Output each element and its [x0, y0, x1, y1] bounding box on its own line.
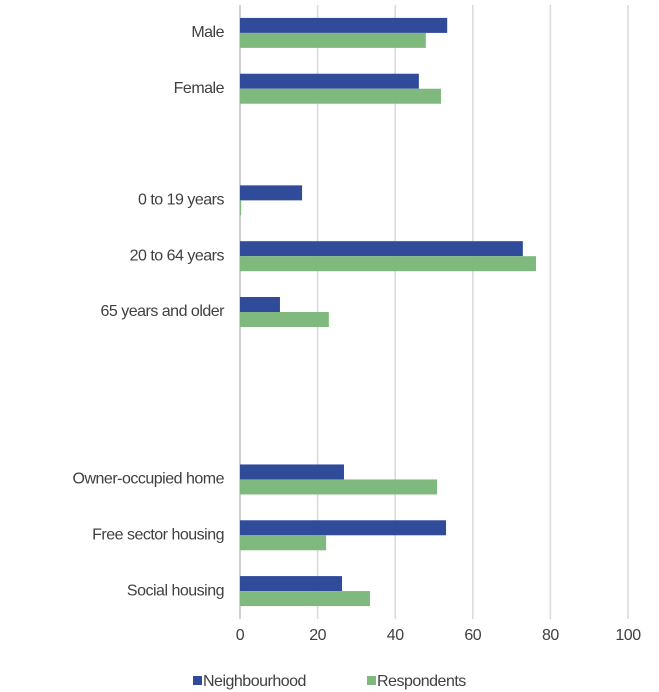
bar	[240, 241, 523, 257]
x-tick-label: 80	[542, 627, 559, 644]
bar	[240, 479, 438, 495]
x-tick-label: 60	[464, 627, 481, 644]
y-tick-label: Male	[191, 24, 224, 41]
legend-label: Neighbourhood	[203, 673, 306, 690]
bar	[240, 591, 370, 607]
x-tick-label: 100	[615, 627, 641, 644]
y-tick-label: 20 to 64 years	[130, 247, 225, 264]
bar	[240, 88, 441, 104]
y-tick-label: Female	[174, 80, 225, 97]
bar	[240, 17, 448, 33]
legend-swatch	[367, 676, 376, 685]
bar	[240, 32, 426, 48]
bar	[240, 312, 329, 327]
x-tick-label: 20	[309, 627, 326, 644]
bar	[240, 576, 343, 592]
bar	[240, 256, 537, 272]
y-tick-label: 65 years and older	[100, 303, 225, 320]
y-tick-label: Social housing	[127, 582, 224, 599]
legend-label: Respondents	[377, 673, 466, 690]
bar	[240, 297, 280, 312]
x-tick-label: 40	[387, 627, 404, 644]
bar	[240, 73, 419, 89]
y-tick-label: Free sector housing	[92, 526, 224, 543]
bar	[240, 200, 242, 216]
y-tick-label: Owner-occupied home	[73, 471, 225, 488]
bar	[240, 535, 327, 551]
bar	[240, 464, 344, 480]
bar	[240, 185, 303, 201]
bar	[240, 520, 447, 536]
legend-swatch	[193, 676, 202, 685]
y-tick-label: 0 to 19 years	[138, 192, 225, 209]
x-tick-label: 0	[236, 627, 245, 644]
